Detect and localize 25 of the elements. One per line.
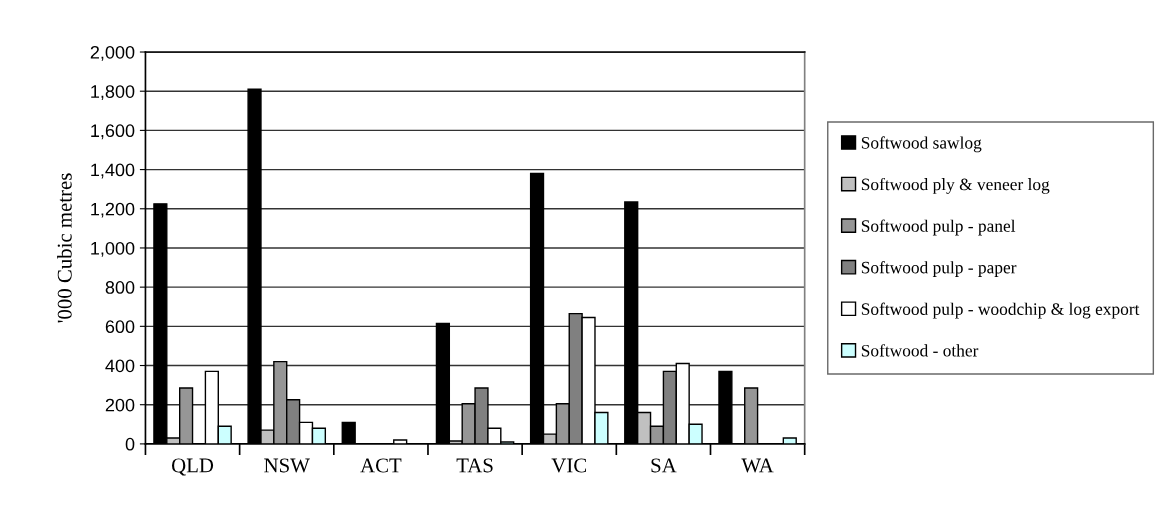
- legend-label: Softwood ply & veneer log: [861, 177, 1050, 194]
- legend-label: Softwood sawlog: [861, 136, 982, 153]
- x-tick-label: NSW: [264, 458, 310, 473]
- y-tick-label: 600: [105, 320, 135, 334]
- legend-label: Softwood pulp - woodchip & log export: [861, 302, 1140, 319]
- legend-label: Softwood pulp - panel: [861, 219, 1016, 236]
- y-tick-label: 200: [105, 398, 135, 412]
- y-tick-label: 400: [105, 359, 135, 373]
- y-tick-label: 1,000: [91, 241, 135, 257]
- y-tick-label: 1,800: [91, 85, 135, 101]
- x-tick-label: ACT: [360, 458, 402, 473]
- x-tick-label: QLD: [171, 458, 214, 476]
- x-tick-label: VIC: [551, 458, 587, 473]
- legend-label: Softwood pulp - paper: [861, 261, 1017, 277]
- legend-label: Softwood - other: [861, 344, 979, 357]
- y-tick-label: 800: [105, 281, 135, 294]
- y-axis-title: '000 Cubic metres: [57, 173, 72, 323]
- y-tick-label: 1,600: [91, 124, 135, 140]
- y-tick-label: 2,000: [90, 45, 135, 61]
- x-tick-label: TAS: [456, 458, 493, 473]
- x-tick-label: SA: [651, 458, 677, 473]
- y-tick-label: 1,200: [91, 202, 135, 218]
- y-tick-label: 1,400: [91, 163, 135, 179]
- x-tick-label: WA: [741, 458, 774, 473]
- y-tick-label: 0: [125, 437, 135, 451]
